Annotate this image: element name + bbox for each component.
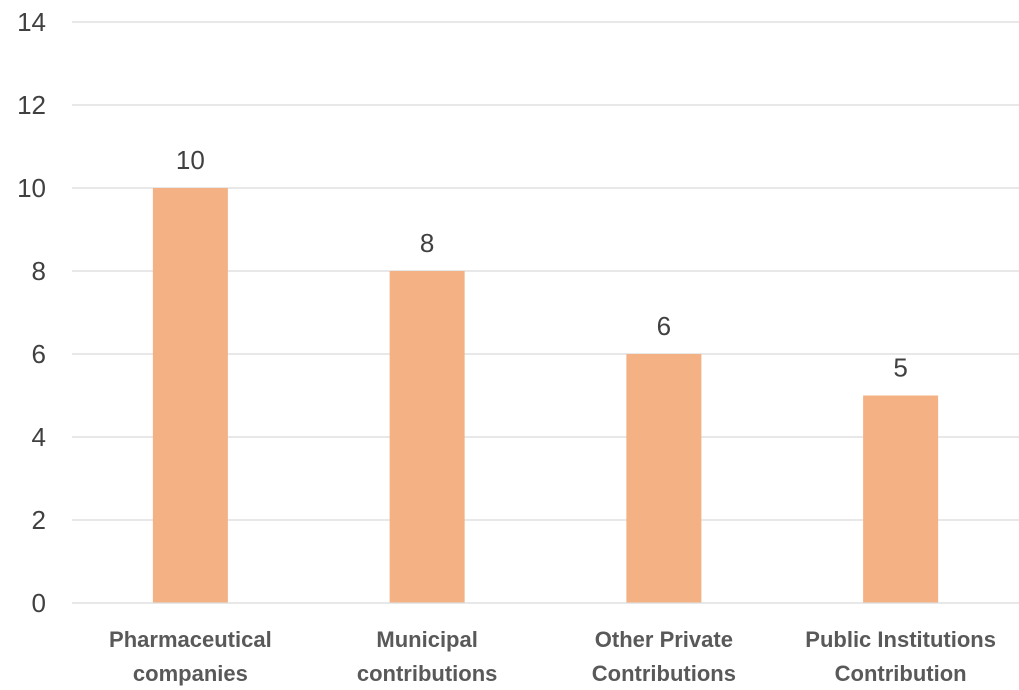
gridlines — [72, 21, 1019, 521]
y-tick-label-14: 14 — [17, 7, 46, 37]
category-label-1: Pharmaceutical companies — [109, 627, 272, 686]
y-tick-label-2: 2 — [32, 505, 46, 535]
y-tick-label-6: 6 — [32, 339, 46, 369]
category-label-4: Public Institutions Contribution — [805, 627, 996, 686]
bar-4 — [863, 395, 939, 603]
bar-1 — [152, 188, 228, 603]
y-tick-label-10: 10 — [17, 173, 46, 203]
y-tick-label-4: 4 — [32, 422, 46, 452]
x-axis-category-labels: Pharmaceutical companies Municipal contribu… — [109, 627, 996, 686]
category-label-2: Municipal contributions — [357, 627, 498, 686]
y-axis-tick-labels: 0 2 4 6 8 10 12 14 — [17, 7, 46, 618]
data-label-2: 8 — [420, 228, 434, 258]
y-tick-label-12: 12 — [17, 90, 46, 120]
data-label-4: 5 — [893, 353, 907, 383]
y-tick-label-0: 0 — [32, 588, 46, 618]
bar-3 — [626, 354, 702, 603]
category-label-3: Other Private Contributions — [592, 627, 736, 686]
data-label-3: 6 — [657, 311, 671, 341]
bars — [152, 188, 939, 603]
bar-2 — [389, 271, 465, 603]
data-label-1: 10 — [176, 145, 205, 175]
y-tick-label-8: 8 — [32, 256, 46, 286]
data-labels: 10 8 6 5 — [176, 145, 908, 383]
